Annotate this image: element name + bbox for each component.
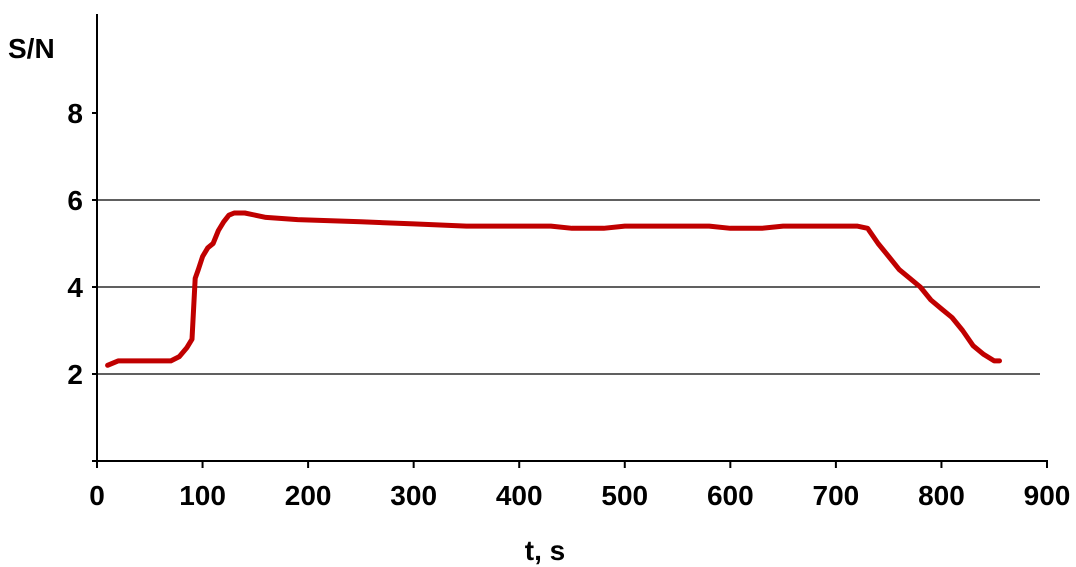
x-axis-title: t, s xyxy=(525,535,565,566)
x-tick-label-500: 500 xyxy=(601,480,648,511)
x-tick-label-600: 600 xyxy=(707,480,754,511)
series-layer xyxy=(105,210,1002,368)
series-line-0 xyxy=(105,210,1002,368)
y-tick-label-2: 2 xyxy=(67,359,83,390)
axes xyxy=(92,14,1048,468)
x-tick-label-0: 0 xyxy=(89,480,105,511)
x-tick-label-300: 300 xyxy=(390,480,437,511)
x-tick-label-100: 100 xyxy=(179,480,226,511)
y-tick-label-6: 6 xyxy=(67,185,83,216)
y-tick-label-8: 8 xyxy=(67,98,83,129)
x-tick-label-200: 200 xyxy=(285,480,332,511)
x-tick-label-400: 400 xyxy=(496,480,543,511)
y-tick-label-4: 4 xyxy=(67,272,83,303)
gridlines xyxy=(97,199,1040,375)
x-tick-label-900: 900 xyxy=(1024,480,1071,511)
tick-labels: 2 4 6 8 0 100 200 300 400 500 600 700 800 900 xyxy=(67,98,1070,511)
x-tick-label-800: 800 xyxy=(918,480,965,511)
y-axis-title: S/N xyxy=(8,33,55,64)
x-tick-label-700: 700 xyxy=(813,480,860,511)
